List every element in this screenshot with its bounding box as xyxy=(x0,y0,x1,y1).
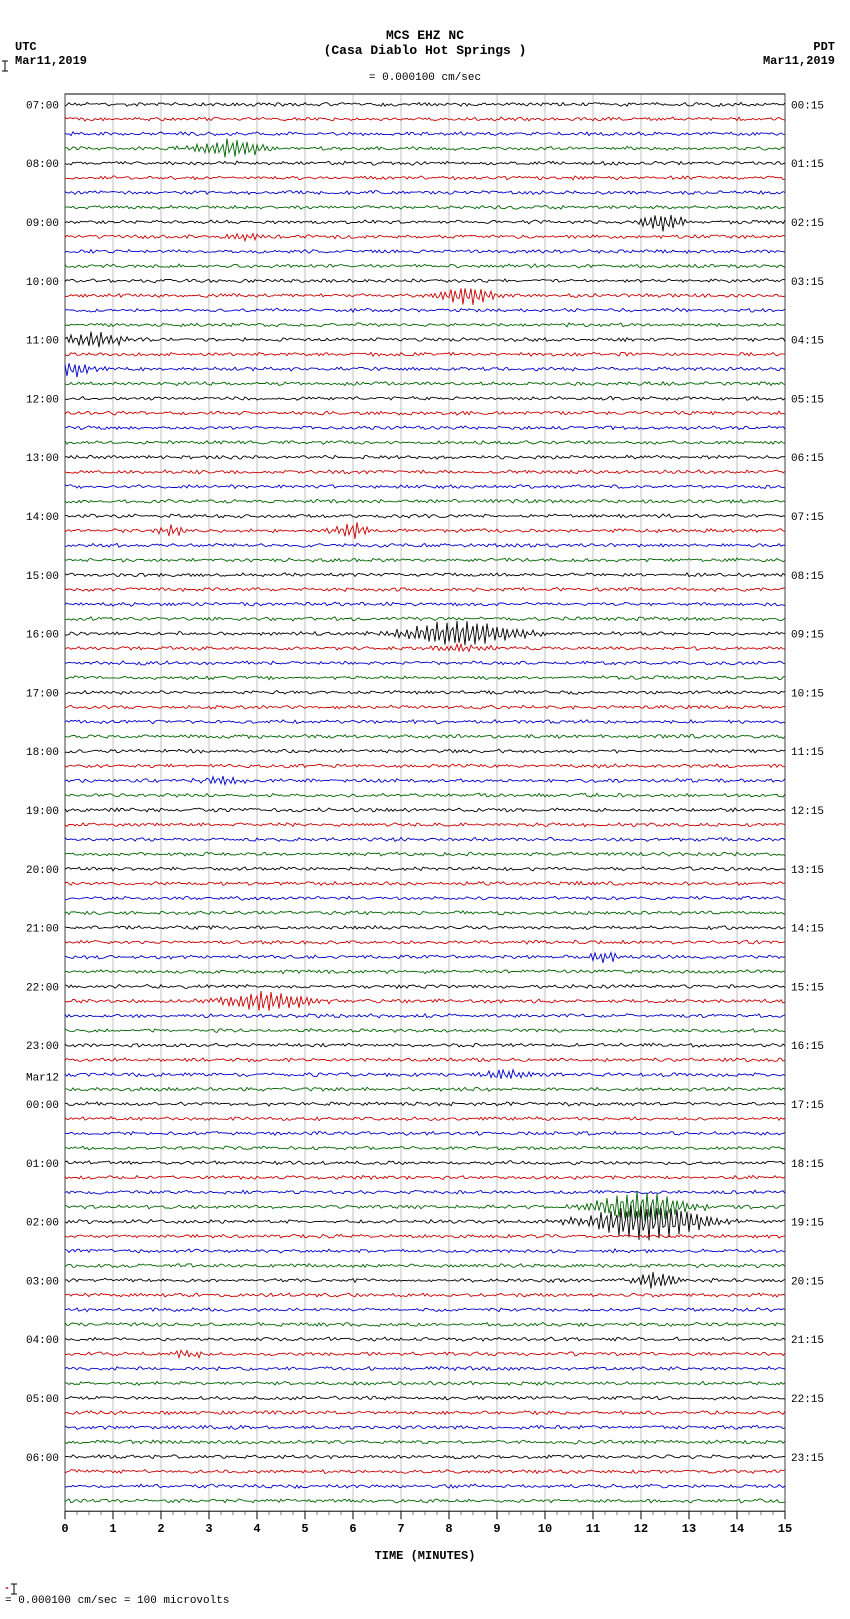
svg-text:18:15: 18:15 xyxy=(791,1159,824,1171)
scale-note: = 0.000100 cm/sec xyxy=(0,60,850,84)
svg-text:4: 4 xyxy=(253,1522,260,1536)
svg-text:5: 5 xyxy=(301,1522,308,1536)
svg-text:19:15: 19:15 xyxy=(791,1218,824,1230)
svg-text:10:00: 10:00 xyxy=(26,277,59,289)
svg-text:8: 8 xyxy=(445,1522,452,1536)
svg-text:23:00: 23:00 xyxy=(26,1041,59,1053)
svg-text:04:00: 04:00 xyxy=(26,1335,59,1347)
svg-text:09:15: 09:15 xyxy=(791,630,824,642)
svg-text:19:00: 19:00 xyxy=(26,806,59,818)
svg-text:20:15: 20:15 xyxy=(791,1276,824,1288)
svg-text:1: 1 xyxy=(109,1522,116,1536)
svg-text:7: 7 xyxy=(397,1522,404,1536)
svg-text:01:15: 01:15 xyxy=(791,159,824,171)
svg-text:11:00: 11:00 xyxy=(26,336,59,348)
plot-header: UTC Mar11,2019 PDT Mar11,2019 MCS EHZ NC… xyxy=(0,0,850,84)
svg-text:12:15: 12:15 xyxy=(791,806,824,818)
svg-text:13: 13 xyxy=(682,1522,696,1536)
svg-text:11: 11 xyxy=(586,1522,600,1536)
svg-text:01:00: 01:00 xyxy=(26,1159,59,1171)
svg-text:15: 15 xyxy=(778,1522,792,1536)
svg-text:14:00: 14:00 xyxy=(26,512,59,524)
title-line2: (Casa Diablo Hot Springs ) xyxy=(0,43,850,58)
right-tz: PDT xyxy=(813,40,835,54)
svg-text:22:00: 22:00 xyxy=(26,982,59,994)
svg-text:18:00: 18:00 xyxy=(26,747,59,759)
title-line1: MCS EHZ NC xyxy=(0,28,850,43)
svg-text:03:15: 03:15 xyxy=(791,277,824,289)
svg-text:13:00: 13:00 xyxy=(26,453,59,465)
svg-text:6: 6 xyxy=(349,1522,356,1536)
svg-text:0: 0 xyxy=(61,1522,68,1536)
svg-text:00:15: 00:15 xyxy=(791,100,824,112)
svg-text:06:15: 06:15 xyxy=(791,453,824,465)
svg-text:10:15: 10:15 xyxy=(791,688,824,700)
svg-text:9: 9 xyxy=(493,1522,500,1536)
svg-text:14:15: 14:15 xyxy=(791,924,824,936)
svg-text:07:15: 07:15 xyxy=(791,512,824,524)
svg-text:07:00: 07:00 xyxy=(26,100,59,112)
svg-text:05:00: 05:00 xyxy=(26,1394,59,1406)
svg-text:15:00: 15:00 xyxy=(26,571,59,583)
seismogram-plot: 012345678910111213141507:0000:1508:0001:… xyxy=(15,89,835,1549)
svg-text:00:00: 00:00 xyxy=(26,1100,59,1112)
svg-text:Mar12: Mar12 xyxy=(26,1072,59,1084)
svg-text:2: 2 xyxy=(157,1522,164,1536)
right-date: Mar11,2019 xyxy=(763,54,835,68)
footer-note: = 0.000100 cm/sec = 100 microvolts xyxy=(0,1563,850,1617)
scale-text: = 0.000100 cm/sec xyxy=(369,72,481,84)
svg-text:05:15: 05:15 xyxy=(791,394,824,406)
svg-text:04:15: 04:15 xyxy=(791,336,824,348)
svg-text:02:00: 02:00 xyxy=(26,1218,59,1230)
left-tz-date: UTC Mar11,2019 xyxy=(15,40,87,68)
svg-text:12: 12 xyxy=(634,1522,648,1536)
svg-text:3: 3 xyxy=(205,1522,212,1536)
svg-text:21:15: 21:15 xyxy=(791,1335,824,1347)
svg-text:06:00: 06:00 xyxy=(26,1453,59,1465)
svg-text:08:00: 08:00 xyxy=(26,159,59,171)
left-date: Mar11,2019 xyxy=(15,54,87,68)
svg-text:13:15: 13:15 xyxy=(791,865,824,877)
svg-text:02:15: 02:15 xyxy=(791,218,824,230)
svg-text:17:00: 17:00 xyxy=(26,688,59,700)
svg-text:16:00: 16:00 xyxy=(26,630,59,642)
svg-text:03:00: 03:00 xyxy=(26,1276,59,1288)
svg-text:21:00: 21:00 xyxy=(26,924,59,936)
svg-text:09:00: 09:00 xyxy=(26,218,59,230)
svg-text:10: 10 xyxy=(538,1522,552,1536)
svg-text:11:15: 11:15 xyxy=(791,747,824,759)
svg-text:12:00: 12:00 xyxy=(26,394,59,406)
x-axis-label: TIME (MINUTES) xyxy=(0,1549,850,1563)
svg-text:15:15: 15:15 xyxy=(791,982,824,994)
svg-text:08:15: 08:15 xyxy=(791,571,824,583)
svg-text:20:00: 20:00 xyxy=(26,865,59,877)
seismogram-svg: 012345678910111213141507:0000:1508:0001:… xyxy=(15,89,835,1549)
svg-text:23:15: 23:15 xyxy=(791,1453,824,1465)
right-tz-date: PDT Mar11,2019 xyxy=(763,40,835,68)
svg-text:17:15: 17:15 xyxy=(791,1100,824,1112)
svg-text:22:15: 22:15 xyxy=(791,1394,824,1406)
footer-text: = 0.000100 cm/sec = 100 microvolts xyxy=(5,1595,229,1607)
left-tz: UTC xyxy=(15,40,37,54)
svg-text:16:15: 16:15 xyxy=(791,1041,824,1053)
svg-text:14: 14 xyxy=(730,1522,744,1536)
